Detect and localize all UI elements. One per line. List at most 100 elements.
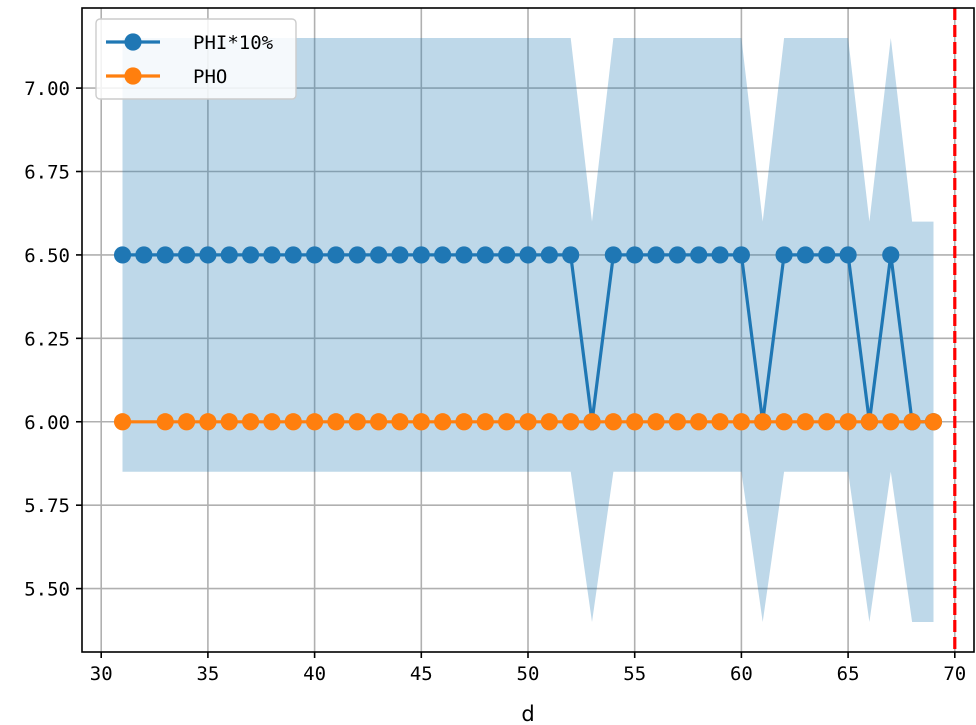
x-tick-label: 60	[730, 663, 753, 685]
legend-marker	[124, 33, 142, 51]
data-point	[177, 413, 196, 431]
data-point	[711, 413, 729, 431]
data-point	[135, 246, 153, 264]
data-point	[775, 413, 793, 431]
data-point	[519, 413, 537, 431]
data-point	[668, 413, 686, 431]
data-point	[476, 246, 494, 264]
data-point	[647, 413, 665, 431]
x-tick-label: 30	[90, 663, 113, 685]
data-point	[839, 246, 857, 264]
data-point	[263, 246, 281, 264]
data-point	[199, 413, 217, 431]
legend-label: PHO	[193, 66, 227, 88]
y-tick-label: 6.75	[24, 162, 70, 184]
series-group	[113, 246, 943, 431]
band-area	[122, 38, 934, 622]
data-point	[284, 413, 302, 431]
x-tick-label: 50	[517, 663, 540, 685]
data-point	[476, 413, 494, 431]
data-point	[284, 246, 302, 264]
data-point	[177, 246, 196, 264]
data-point	[924, 413, 943, 431]
data-point	[434, 413, 452, 431]
legend-label: PHI*10%	[193, 32, 274, 54]
confidence-band	[122, 38, 934, 622]
data-point	[860, 413, 879, 431]
legend-box	[95, 18, 297, 100]
data-point	[604, 246, 622, 264]
data-point	[732, 413, 750, 431]
data-point	[412, 246, 430, 264]
data-point	[348, 246, 366, 264]
x-tick-label: 45	[410, 663, 433, 685]
data-point	[626, 413, 644, 431]
data-point	[199, 246, 217, 264]
series-2	[113, 413, 943, 431]
data-point	[113, 413, 132, 431]
x-tick-label: 70	[943, 663, 966, 685]
data-point	[327, 413, 345, 431]
data-point	[391, 246, 409, 264]
x-tick-label: 35	[196, 663, 219, 685]
data-point	[519, 246, 537, 264]
y-tick-label: 6.50	[24, 245, 70, 267]
data-point	[241, 246, 260, 264]
data-point	[540, 413, 558, 431]
data-point	[306, 413, 324, 431]
data-point	[113, 246, 132, 264]
data-point	[455, 413, 473, 431]
data-point	[690, 413, 708, 431]
x-axis-label: d	[521, 702, 534, 725]
legend-marker	[124, 67, 142, 85]
y-tick-label: 7.00	[24, 78, 70, 100]
data-point	[604, 413, 622, 431]
y-tick-label: 5.75	[24, 495, 70, 517]
data-point	[455, 246, 473, 264]
data-point	[882, 413, 900, 431]
y-tick-label: 5.50	[24, 579, 70, 601]
data-point	[818, 246, 836, 264]
data-point	[156, 413, 174, 431]
data-point	[327, 246, 345, 264]
data-point	[540, 246, 558, 264]
data-point	[391, 413, 409, 431]
data-point	[156, 246, 174, 264]
data-point	[263, 413, 281, 431]
data-point	[775, 246, 793, 264]
data-point	[562, 246, 580, 264]
data-point	[626, 246, 644, 264]
data-point	[220, 413, 238, 431]
data-point	[818, 413, 836, 431]
y-tick-label: 6.25	[24, 328, 70, 350]
legend: PHI*10% PHO	[95, 18, 297, 100]
data-point	[498, 246, 516, 264]
data-point	[370, 413, 388, 431]
data-point	[647, 246, 665, 264]
data-point	[220, 246, 238, 264]
data-point	[434, 246, 452, 264]
y-tick-label: 6.00	[24, 412, 70, 434]
data-point	[370, 246, 388, 264]
data-point	[882, 246, 900, 264]
y-axis-ticks: 5.50 5.75 6.00 6.25 6.50 6.75 7.00	[24, 78, 82, 601]
x-tick-label: 40	[303, 663, 326, 685]
data-point	[348, 413, 366, 431]
data-point	[796, 246, 815, 264]
data-point	[754, 413, 772, 431]
data-point	[690, 246, 708, 264]
data-point	[903, 413, 921, 431]
x-tick-label: 55	[623, 663, 646, 685]
data-point	[306, 246, 324, 264]
data-point	[796, 413, 815, 431]
data-point	[668, 246, 686, 264]
data-point	[732, 246, 750, 264]
data-point	[498, 413, 516, 431]
data-point	[711, 246, 729, 264]
x-axis-ticks: 30 35 40 45 50 55 60 65 70	[90, 652, 966, 685]
data-point	[412, 413, 430, 431]
data-point	[241, 413, 260, 431]
data-point	[583, 413, 601, 431]
